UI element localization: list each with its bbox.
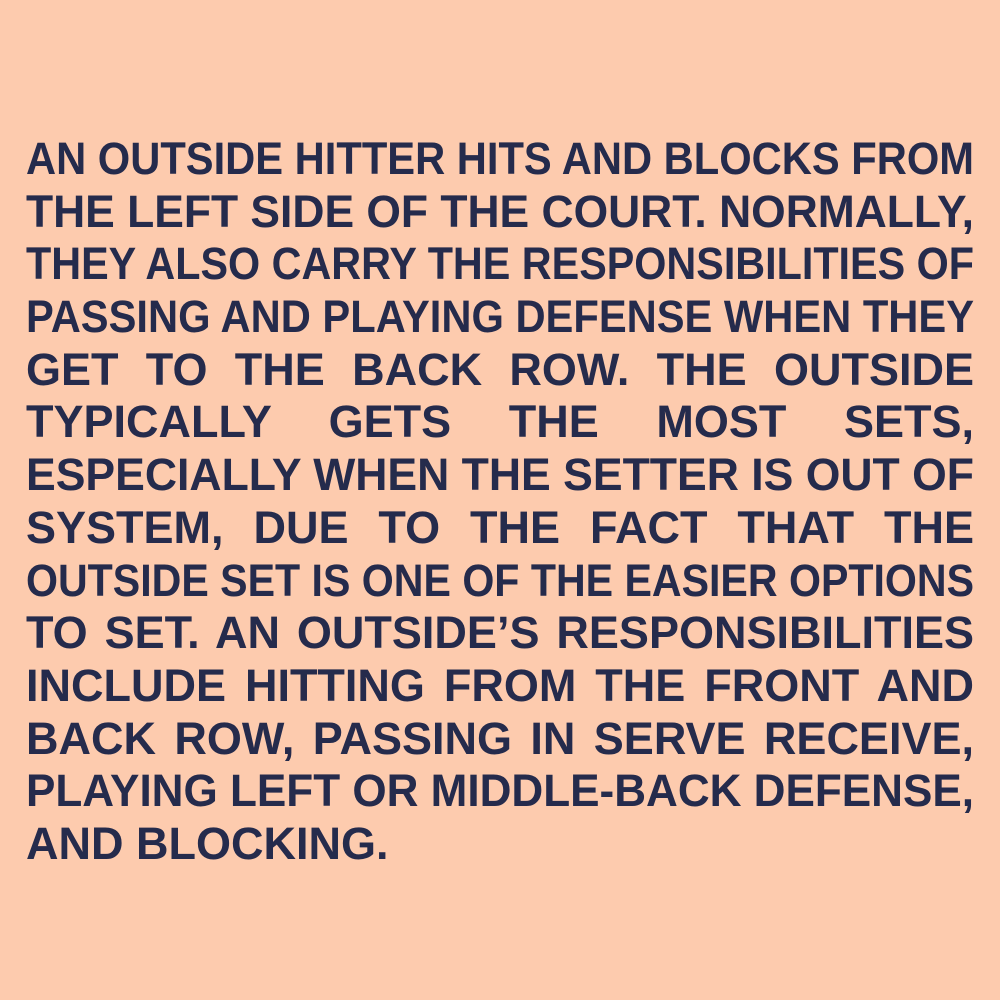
paragraph-line: GET TO THE BACK ROW. THE OUTSIDE [26, 343, 974, 395]
paragraph-line: PLAYING LEFT OR MIDDLE-BACK DEFENSE, [26, 765, 974, 817]
paragraph-line: INCLUDE HITTING FROM THE FRONT AND [26, 659, 974, 711]
paragraph-line: ESPECIALLY WHEN THE SETTER IS OUT OF [26, 449, 974, 501]
paragraph-line: THE LEFT SIDE OF THE COURT. NORMALLY, [26, 185, 974, 237]
paragraph-line: AN OUTSIDE HITTER HITS AND BLOCKS FROM [26, 133, 974, 184]
paragraph-line: TYPICALLY GETS THE MOST SETS, [26, 396, 974, 448]
paragraph-line: BACK ROW, PASSING IN SERVE RECEIVE, [26, 712, 974, 764]
paragraph-line: OUTSIDE SET IS ONE OF THE EASIER OPTIONS [26, 554, 974, 606]
paragraph-line: AND BLOCKING. [26, 817, 389, 869]
paragraph-line: THEY ALSO CARRY THE RESPONSIBILITIES OF [26, 238, 974, 290]
paragraph-line: PASSING AND PLAYING DEFENSE WHEN THEY [26, 291, 974, 343]
paragraph-line: SYSTEM, DUE TO THE FACT THAT THE [26, 501, 974, 553]
body-paragraph: AN OUTSIDE HITTER HITS AND BLOCKS FROM T… [26, 133, 974, 871]
paragraph-line: TO SET. AN OUTSIDE’S RESPONSIBILITIES [26, 607, 974, 659]
